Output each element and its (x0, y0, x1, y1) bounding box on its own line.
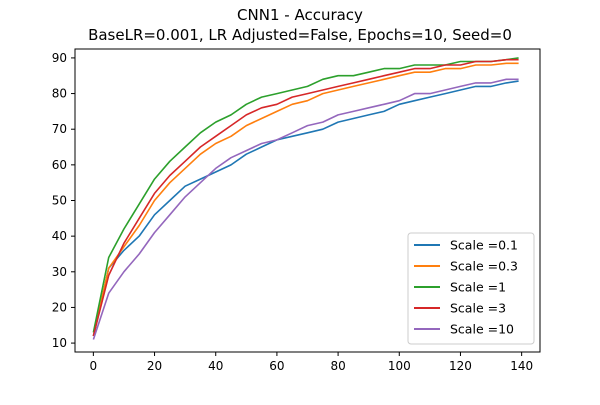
series-line-2 (92, 57, 519, 333)
axes: 0 20 40 60 80 100 120 140 10 20 30 40 50 60 70 80 90 (52, 48, 541, 373)
x-tick-label-1: 20 (147, 359, 162, 373)
series-line-0 (92, 80, 519, 337)
y-tick-label-3: 40 (52, 229, 67, 243)
x-tick-label-0: 0 (90, 359, 98, 373)
legend-label-1: Scale =0.3 (450, 259, 518, 274)
legend-label-0: Scale =0.1 (450, 238, 518, 253)
y-tick-label-6: 70 (52, 122, 67, 136)
y-tick-label-5: 60 (52, 158, 67, 172)
chart-subtitle: BaseLR=0.001, LR Adjusted=False, Epochs=… (88, 26, 512, 44)
legend-label-2: Scale =1 (450, 280, 506, 295)
series-line-4 (92, 78, 519, 340)
x-tick-label-7: 140 (510, 359, 533, 373)
y-tick-label-1: 20 (52, 300, 67, 314)
x-tick-label-6: 120 (449, 359, 472, 373)
x-tick-label-3: 60 (269, 359, 284, 373)
x-tick-label-5: 100 (388, 359, 411, 373)
series-line-3 (92, 58, 519, 337)
legend: Scale =0.1 Scale =0.3 Scale =1 Scale =3 Scal… (407, 232, 535, 345)
legend-box (407, 232, 535, 345)
y-tick-label-0: 10 (52, 336, 67, 350)
series-line-1 (92, 62, 519, 337)
x-tick-label-2: 40 (208, 359, 223, 373)
y-tick-label-7: 80 (52, 87, 67, 101)
series-lines (92, 57, 519, 340)
y-tick-label-8: 90 (52, 51, 67, 65)
legend-label-4: Scale =10 (450, 322, 514, 337)
chart-title: CNN1 - Accuracy (237, 6, 363, 24)
y-tick-label-2: 30 (52, 265, 67, 279)
x-tick-label-4: 80 (330, 359, 345, 373)
y-tick-label-4: 50 (52, 194, 67, 208)
legend-label-3: Scale =3 (450, 301, 506, 316)
